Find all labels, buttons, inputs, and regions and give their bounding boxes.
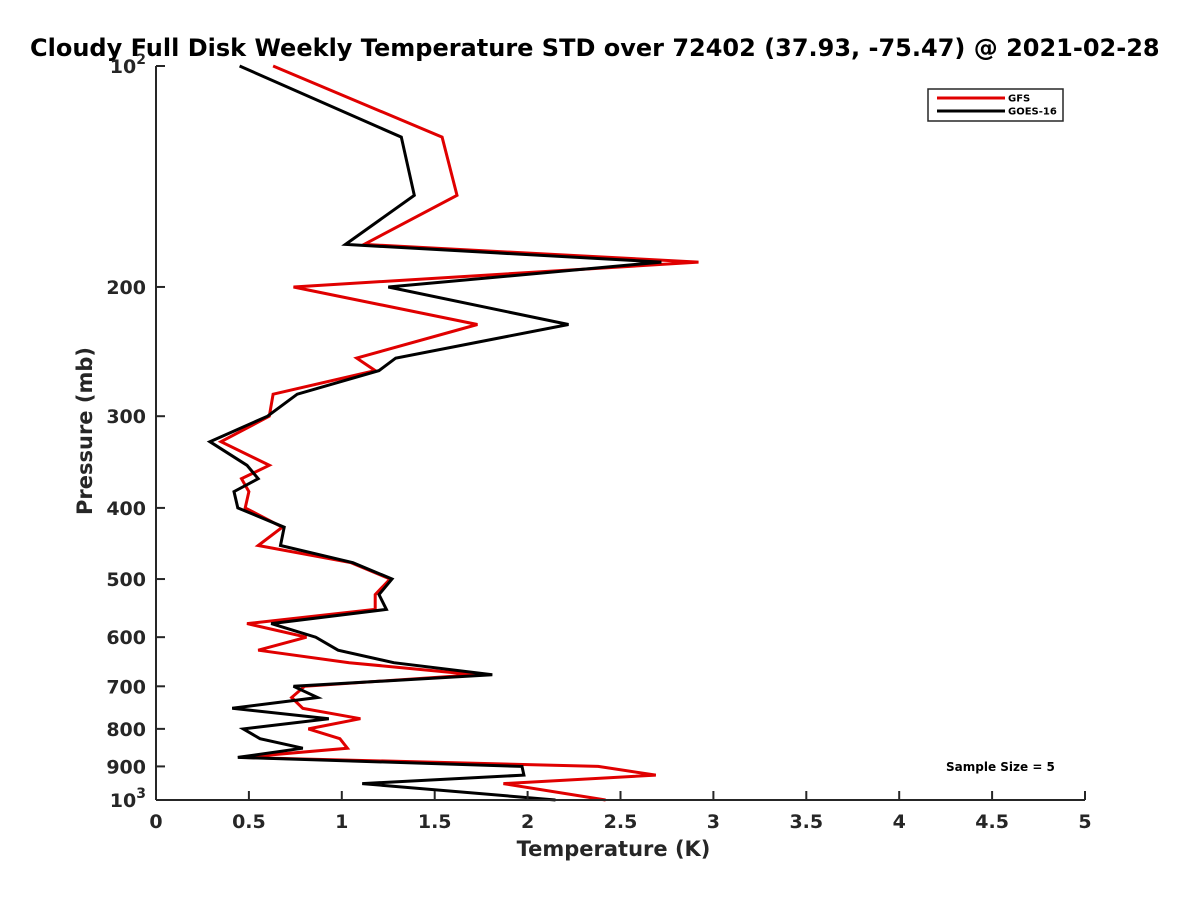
x-tick-label: 2 bbox=[521, 811, 534, 833]
sample-size-annotation: Sample Size = 5 bbox=[946, 760, 1055, 774]
x-tick-label: 4 bbox=[893, 811, 906, 833]
x-tick-label: 1.5 bbox=[418, 811, 452, 833]
x-tick-label: 3.5 bbox=[789, 811, 823, 833]
axes: 0 0.5 1 1.5 2 2.5 3 3.5 4 4.5 5 102 200 300 400 500 600 7… bbox=[106, 52, 1091, 833]
y-tick-label: 200 bbox=[106, 277, 146, 299]
series-line-gfs bbox=[217, 64, 699, 802]
legend: GFS GOES-16 bbox=[927, 88, 1064, 122]
x-tick-label: 0 bbox=[149, 811, 162, 833]
y-tick-label: 800 bbox=[106, 719, 146, 741]
x-axis-label: Temperature (K) bbox=[517, 837, 711, 861]
series-line-goes-16 bbox=[206, 64, 662, 802]
y-tick-label: 300 bbox=[106, 406, 146, 428]
legend-box bbox=[927, 88, 1064, 122]
y-tick-label: 103 bbox=[110, 786, 146, 812]
y-tick-label: 700 bbox=[106, 676, 146, 698]
y-tick-label: 400 bbox=[106, 498, 146, 520]
y-axis-label: Pressure (mb) bbox=[73, 347, 97, 515]
series-layer bbox=[206, 64, 699, 802]
legend-label: GFS bbox=[1008, 94, 1030, 105]
y-tick-label: 102 bbox=[110, 52, 146, 78]
x-tick-label: 5 bbox=[1078, 811, 1091, 833]
x-tick-label: 2.5 bbox=[604, 811, 638, 833]
x-tick-label: 1 bbox=[335, 811, 348, 833]
y-tick-label: 500 bbox=[106, 569, 146, 591]
chart-title: Cloudy Full Disk Weekly Temperature STD … bbox=[30, 34, 1160, 62]
y-tick-label: 600 bbox=[106, 627, 146, 649]
legend-label: GOES-16 bbox=[1008, 107, 1057, 118]
y-tick-label: 900 bbox=[106, 756, 146, 778]
x-tick-label: 4.5 bbox=[975, 811, 1009, 833]
x-tick-label: 0.5 bbox=[232, 811, 266, 833]
x-tick-label: 3 bbox=[707, 811, 720, 833]
